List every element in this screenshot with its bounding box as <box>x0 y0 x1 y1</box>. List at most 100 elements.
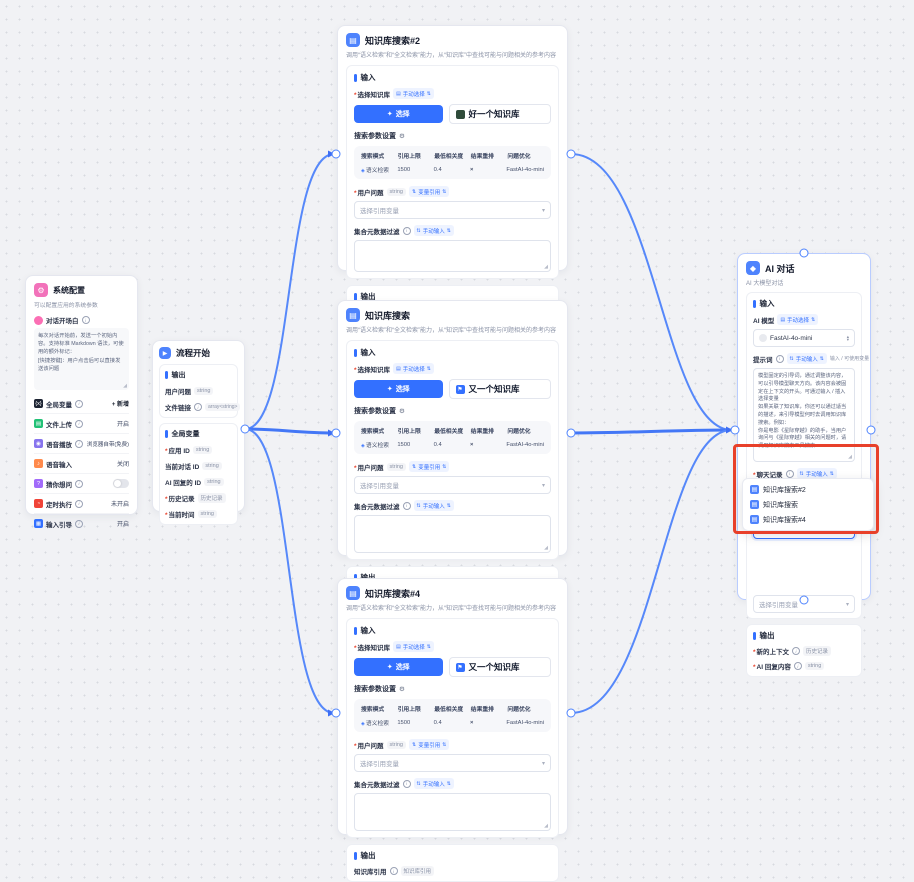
ai-top-port[interactable] <box>799 248 809 258</box>
prompt-textarea[interactable]: 模型固定的引导词，通过调整该内容，可以引导模型聊天方向。该内容会被固定在上下文的… <box>753 368 855 462</box>
ref-variable-select[interactable]: 选择引用变量 ▾ <box>354 476 551 494</box>
var-ref-tag[interactable]: ⇅ 变量引用 ⇅ <box>408 186 450 197</box>
select-kb-label: 选择知识库 <box>354 364 391 374</box>
dropdown-option-kb[interactable]: ▤ 知识库搜索 <box>750 500 798 509</box>
config-row-question-guide[interactable]: ? 猜你想问 i <box>34 473 129 493</box>
ai-input-port[interactable] <box>730 425 740 435</box>
info-icon[interactable]: i <box>75 399 83 408</box>
resize-handle-icon[interactable]: ◢ <box>544 823 548 829</box>
info-icon[interactable]: i <box>194 403 202 411</box>
metadata-filter-textarea[interactable]: ◢ <box>354 793 551 831</box>
kb-search-node[interactable]: ▤ 知识库搜索 调用“语义检索”和“全文检索”能力，从“知识库”中查找可能与问题… <box>337 300 568 604</box>
kb4-output-port[interactable] <box>566 708 576 718</box>
kb-chip[interactable]: 好一个知识库 <box>448 104 551 124</box>
config-row-file-upload[interactable]: ▤ 文件上传 i 开启 <box>34 413 129 433</box>
kb-chip[interactable]: ⚑ 又一个知识库 <box>448 657 551 677</box>
select-kb-label: 选择知识库 <box>354 642 391 652</box>
col-rerank: 结果重排 <box>470 707 494 713</box>
manual-input-tag[interactable]: ⇅ 手动输入 ⇅ <box>786 353 827 364</box>
kb4-input-port[interactable] <box>331 708 341 718</box>
dropdown-option-kb2[interactable]: ▤ 知识库搜索#2 <box>750 485 806 494</box>
dropdown-option-kb4[interactable]: ▤ 知识库搜索#4 <box>750 515 806 524</box>
gear-icon[interactable]: ⚙ <box>399 408 405 415</box>
manual-input-tag[interactable]: ⇅ 手动输入 ⇅ <box>413 778 454 789</box>
opening-remark-textarea[interactable]: 每次对话开始前，发送一个初始内容。支持标准 Markdown 语法，可使用的额外… <box>34 328 129 390</box>
ai-bottom-port[interactable] <box>799 595 809 605</box>
string-tag: string <box>386 187 406 196</box>
swap-icon: ⇅ <box>442 741 447 748</box>
global-app-id-label: 应用 ID <box>165 445 190 455</box>
manual-select-tag[interactable]: ▤ 手动选择 ⇅ <box>393 88 434 99</box>
stepper-icon[interactable]: ▴▾ <box>846 333 849 342</box>
question-guide-toggle[interactable] <box>113 479 129 488</box>
info-icon[interactable]: i <box>75 499 83 508</box>
type-tag: 历史记录 <box>803 646 832 656</box>
config-row-label: 猜你想问 <box>46 481 72 489</box>
col-rerank: 结果重排 <box>470 429 494 435</box>
info-icon[interactable]: i <box>402 779 411 788</box>
search-params-table: 搜索模式 引用上限 最低相关度 结果重排 问题优化 ◈语义检索 1500 0.4… <box>354 699 551 732</box>
info-icon[interactable]: i <box>75 419 83 428</box>
info-icon[interactable]: i <box>775 354 784 363</box>
gear-icon[interactable]: ⚙ <box>399 133 405 140</box>
choose-kb-button[interactable]: ✦ 选择 <box>354 380 443 398</box>
ai-chat-node[interactable]: ◆ AI 对话 AI 大模型对话 输入 AI 模型 ▤ 手动选择 ⇅ FastAI-… <box>737 253 871 677</box>
config-row-label: 全局变量 <box>46 401 72 409</box>
info-icon[interactable]: i <box>389 867 398 875</box>
info-icon[interactable]: i <box>792 647 801 655</box>
kb-output-port[interactable] <box>566 428 576 438</box>
model-provider-icon <box>759 334 767 342</box>
kb-chip-name: 又一个知识库 <box>468 384 520 394</box>
add-variable-button[interactable]: + 新增 <box>111 402 129 408</box>
var-ref-tag[interactable]: ⇅ 变量引用 ⇅ <box>408 739 450 750</box>
col-search-mode: 搜索模式 <box>361 429 385 435</box>
kb-search-node-2[interactable]: ▤ 知识库搜索#2 调用“语义检索”和“全文检索”能力，从“知识库”中查找可能与… <box>337 25 568 323</box>
config-row-tts[interactable]: ◉ 语音播放 i 浏览器自带(免费) <box>34 433 129 453</box>
resize-handle-icon[interactable]: ◢ <box>544 545 548 551</box>
model-select[interactable]: FastAI-4o-mini ▴ ▾ <box>753 329 855 347</box>
manual-input-tag[interactable]: ⇅ 手动输入 ⇅ <box>796 468 837 479</box>
info-icon[interactable]: i <box>402 501 411 510</box>
resize-handle-icon[interactable]: ◢ <box>544 264 548 270</box>
info-icon[interactable]: i <box>75 439 83 448</box>
info-icon[interactable]: i <box>402 226 411 235</box>
info-icon[interactable]: i <box>75 519 83 528</box>
kb2-output-port[interactable] <box>566 149 576 159</box>
system-config-subtitle: 可以配置应用的系统参数 <box>34 303 98 309</box>
manual-select-tag[interactable]: ▤ 手动选择 ⇅ <box>777 314 819 325</box>
ref-variable-select[interactable]: 选择引用变量 ▾ <box>354 201 551 219</box>
gear-icon[interactable]: ⚙ <box>399 686 405 693</box>
flow-start-node[interactable]: ▶ 流程开始 输出 用户问题 string 文件链接 i array<strin… <box>152 340 245 525</box>
config-row-input-guide[interactable]: ▦ 输入引导 i 开启 <box>34 513 129 533</box>
val-quote-limit: 1500 <box>397 719 411 726</box>
kb-search-title: 知识库搜索 <box>365 310 411 321</box>
manual-input-tag[interactable]: ⇅ 手动输入 ⇅ <box>413 500 454 511</box>
kb-input-port[interactable] <box>331 428 341 438</box>
config-row-global-variables[interactable]: {x} 全局变量 i + 新增 <box>34 394 129 413</box>
kb-chip[interactable]: ⚑ 又一个知识库 <box>448 379 551 399</box>
ai-response-label: AI 回复内容 <box>753 661 791 671</box>
info-icon[interactable]: i <box>81 316 90 324</box>
kb-search-subtitle: 调用“语义检索”和“全文检索”能力，从“知识库”中查找可能与问题相关的参考内容 <box>346 328 556 334</box>
manual-select-tag[interactable]: ▤ 手动选择 ⇅ <box>393 363 434 374</box>
config-row-scheduled-trigger[interactable]: ◔ 定时执行 i 未开启 <box>34 493 129 513</box>
kb2-input-port[interactable] <box>331 149 341 159</box>
choose-kb-button[interactable]: ✦ 选择 <box>354 658 443 676</box>
info-icon[interactable]: i <box>793 662 802 670</box>
var-ref-tag[interactable]: ⇅ 变量引用 ⇅ <box>408 461 450 472</box>
metadata-filter-textarea[interactable]: ◢ <box>354 240 551 272</box>
resize-handle-icon[interactable]: ◢ <box>123 383 127 389</box>
ai-right-port[interactable] <box>866 425 876 435</box>
info-icon[interactable]: i <box>75 479 83 488</box>
ref-variable-select[interactable]: 选择引用变量 ▾ <box>354 754 551 772</box>
manual-select-tag[interactable]: ▤ 手动选择 ⇅ <box>393 641 434 652</box>
resize-handle-icon[interactable]: ◢ <box>848 454 852 460</box>
info-icon[interactable]: i <box>785 469 794 478</box>
kb-search-node-4[interactable]: ▤ 知识库搜索#4 调用“语义检索”和“全文检索”能力，从“知识库”中查找可能与… <box>337 578 568 882</box>
manual-input-tag[interactable]: ⇅ 手动输入 ⇅ <box>413 225 454 236</box>
flow-start-output-port[interactable] <box>240 424 250 434</box>
config-row-voice-input[interactable]: ♪ 语音输入 关闭 <box>34 453 129 473</box>
choose-kb-button[interactable]: ✦ 选择 <box>354 105 443 123</box>
metadata-filter-textarea[interactable]: ◢ <box>354 515 551 553</box>
col-rerank: 结果重排 <box>470 154 494 160</box>
